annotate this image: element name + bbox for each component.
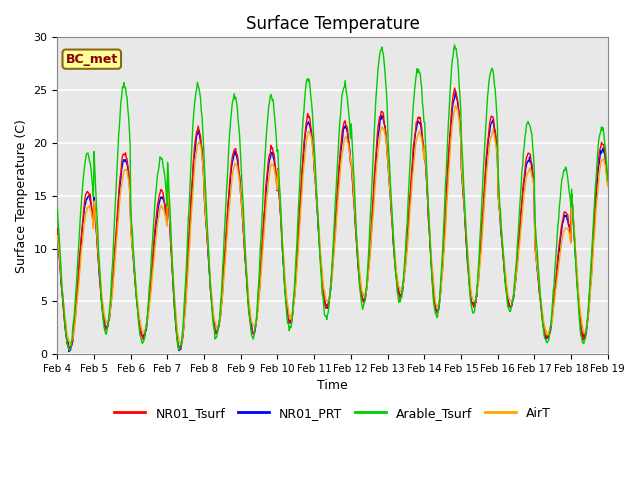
Arable_Tsurf (177, 343, 184, 349)
AirT (451, 103, 459, 108)
AirT (67, 342, 74, 348)
X-axis label: Time: Time (317, 379, 348, 392)
Title: Surface Temperature: Surface Temperature (246, 15, 419, 33)
Text: BC_met: BC_met (66, 53, 118, 66)
NR01_Tsurf (63, 340, 71, 346)
Arable_Tsurf (54, 206, 61, 212)
Arable_Tsurf (63, 340, 71, 346)
Arable_Tsurf (66, 348, 74, 353)
NR01_PRT (416, 120, 424, 125)
Legend: NR01_Tsurf, NR01_PRT, Arable_Tsurf, AirT: NR01_Tsurf, NR01_PRT, Arable_Tsurf, AirT (109, 402, 556, 424)
AirT (206, 268, 214, 274)
Y-axis label: Surface Temperature (C): Surface Temperature (C) (15, 119, 28, 273)
NR01_Tsurf (416, 114, 424, 120)
NR01_PRT (451, 89, 459, 95)
NR01_Tsurf (176, 347, 184, 352)
Arable_Tsurf (451, 42, 458, 48)
NR01_PRT (65, 349, 73, 355)
Arable_Tsurf (604, 177, 611, 182)
NR01_Tsurf (120, 151, 128, 157)
NR01_PRT (177, 347, 184, 352)
NR01_Tsurf (206, 273, 214, 278)
NR01_PRT (604, 180, 611, 186)
Line: AirT: AirT (58, 106, 607, 345)
AirT (177, 341, 184, 347)
NR01_PRT (206, 274, 214, 280)
AirT (416, 130, 424, 136)
NR01_Tsurf (451, 85, 458, 91)
NR01_Tsurf (400, 273, 408, 279)
AirT (604, 183, 611, 189)
AirT (63, 334, 71, 339)
NR01_PRT (63, 341, 71, 347)
NR01_Tsurf (54, 226, 61, 231)
Arable_Tsurf (416, 71, 424, 76)
NR01_PRT (54, 231, 61, 237)
Arable_Tsurf (206, 271, 214, 277)
AirT (400, 275, 408, 280)
Arable_Tsurf (400, 267, 408, 273)
AirT (54, 233, 61, 239)
Line: Arable_Tsurf: Arable_Tsurf (58, 45, 607, 350)
NR01_PRT (400, 276, 408, 282)
Arable_Tsurf (121, 85, 129, 91)
AirT (121, 167, 129, 173)
NR01_Tsurf (177, 342, 184, 348)
Line: NR01_Tsurf: NR01_Tsurf (58, 88, 607, 349)
NR01_Tsurf (604, 181, 611, 187)
NR01_PRT (121, 158, 129, 164)
Line: NR01_PRT: NR01_PRT (58, 92, 607, 352)
